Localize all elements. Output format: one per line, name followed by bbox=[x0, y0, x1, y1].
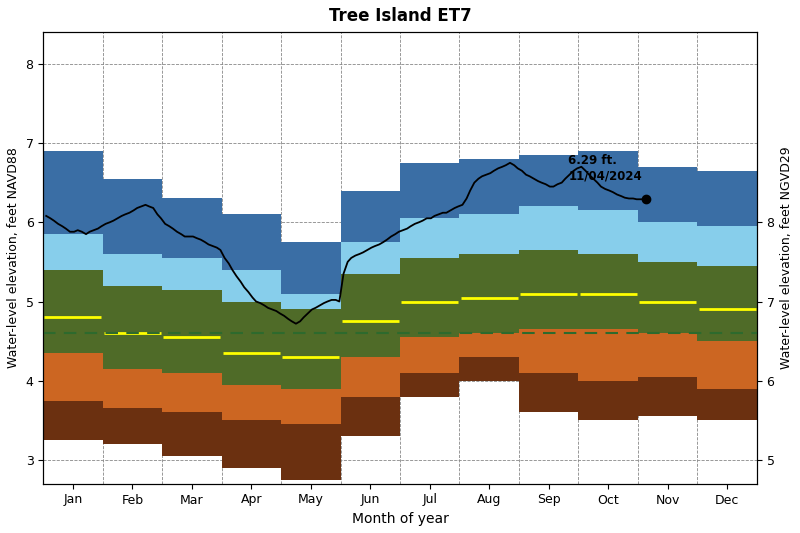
Bar bbox=[400, 337, 459, 373]
Bar bbox=[43, 270, 102, 353]
Bar bbox=[638, 333, 698, 377]
Bar bbox=[578, 329, 638, 381]
Bar bbox=[102, 286, 162, 369]
Text: 6.29 ft.
11/04/2024: 6.29 ft. 11/04/2024 bbox=[568, 155, 642, 182]
Bar bbox=[222, 270, 281, 302]
Bar bbox=[459, 159, 519, 214]
Bar bbox=[222, 385, 281, 421]
Bar bbox=[341, 191, 400, 242]
Bar bbox=[698, 341, 757, 389]
Bar bbox=[222, 302, 281, 385]
Bar bbox=[341, 274, 400, 357]
Bar bbox=[698, 389, 757, 421]
Bar bbox=[102, 179, 162, 254]
Bar bbox=[102, 369, 162, 408]
Bar bbox=[519, 329, 578, 373]
Bar bbox=[43, 401, 102, 440]
Bar bbox=[638, 167, 698, 222]
Bar bbox=[400, 219, 459, 258]
Bar bbox=[162, 289, 222, 373]
Bar bbox=[162, 373, 222, 413]
Bar bbox=[459, 333, 519, 357]
Bar bbox=[578, 381, 638, 421]
Bar bbox=[281, 310, 341, 389]
Bar bbox=[281, 294, 341, 310]
X-axis label: Month of year: Month of year bbox=[351, 512, 449, 526]
Bar bbox=[519, 373, 578, 413]
Bar bbox=[43, 151, 102, 234]
Bar bbox=[519, 206, 578, 250]
Bar bbox=[698, 266, 757, 341]
Bar bbox=[459, 214, 519, 254]
Bar bbox=[222, 214, 281, 270]
Bar bbox=[578, 211, 638, 254]
Bar bbox=[459, 254, 519, 333]
Bar bbox=[43, 234, 102, 270]
Bar bbox=[519, 155, 578, 206]
Bar bbox=[102, 254, 162, 286]
Bar bbox=[638, 222, 698, 262]
Bar bbox=[162, 258, 222, 289]
Bar bbox=[281, 389, 341, 424]
Bar bbox=[459, 357, 519, 381]
Bar bbox=[341, 357, 400, 397]
Y-axis label: Water-level elevation, feet NAVD88: Water-level elevation, feet NAVD88 bbox=[7, 148, 20, 368]
Bar bbox=[341, 242, 400, 274]
Bar bbox=[578, 151, 638, 211]
Title: Tree Island ET7: Tree Island ET7 bbox=[329, 7, 471, 25]
Bar bbox=[341, 397, 400, 436]
Bar bbox=[400, 163, 459, 219]
Bar bbox=[698, 226, 757, 266]
Bar bbox=[43, 353, 102, 401]
Bar bbox=[638, 262, 698, 333]
Y-axis label: Water-level elevation, feet NGVD29: Water-level elevation, feet NGVD29 bbox=[780, 147, 793, 369]
Bar bbox=[519, 250, 578, 329]
Bar bbox=[102, 408, 162, 444]
Bar bbox=[281, 424, 341, 480]
Bar bbox=[400, 373, 459, 397]
Bar bbox=[222, 421, 281, 468]
Bar bbox=[698, 171, 757, 226]
Bar bbox=[638, 377, 698, 416]
Bar bbox=[281, 242, 341, 294]
Bar bbox=[162, 198, 222, 258]
Bar bbox=[162, 413, 222, 456]
Bar bbox=[578, 254, 638, 329]
Bar bbox=[400, 258, 459, 337]
